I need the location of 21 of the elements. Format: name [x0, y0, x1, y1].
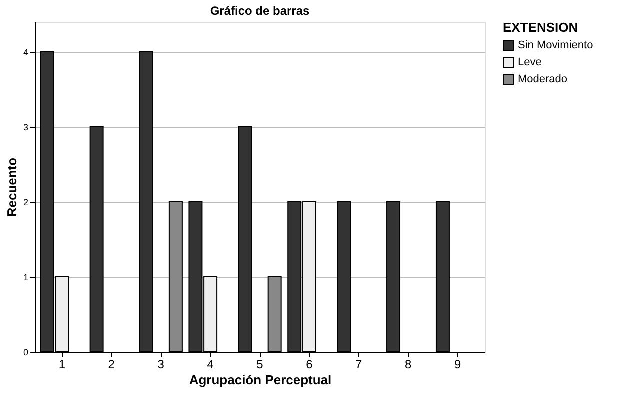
y-tick-label: 4 — [23, 48, 28, 58]
x-tick-label: 7 — [356, 358, 363, 372]
x-tick-label: 4 — [207, 358, 214, 372]
legend-label: Sin Movimiento — [518, 40, 594, 52]
x-tick-label: 3 — [158, 358, 165, 372]
legend-label: Moderado — [518, 74, 568, 86]
chart-title: Gráfico de barras — [210, 4, 310, 18]
legend-label: Leve — [518, 56, 542, 68]
x-tick-label: 2 — [108, 358, 116, 372]
y-tick-label: 2 — [23, 198, 28, 208]
y-tick-label: 0 — [23, 348, 28, 358]
y-tick-label: 3 — [23, 122, 28, 132]
x-axis-title: Agrupación Perceptual — [189, 372, 332, 388]
x-tick-label: 8 — [405, 358, 412, 372]
y-tick-label: 1 — [23, 272, 28, 282]
y-axis-title: Recuento — [4, 158, 20, 218]
x-tick-label: 1 — [58, 358, 66, 372]
x-tick-label: 5 — [256, 358, 264, 372]
x-tick-label: 6 — [306, 358, 314, 372]
legend-title: EXTENSION — [503, 20, 578, 35]
x-tick-label: 9 — [454, 358, 462, 372]
